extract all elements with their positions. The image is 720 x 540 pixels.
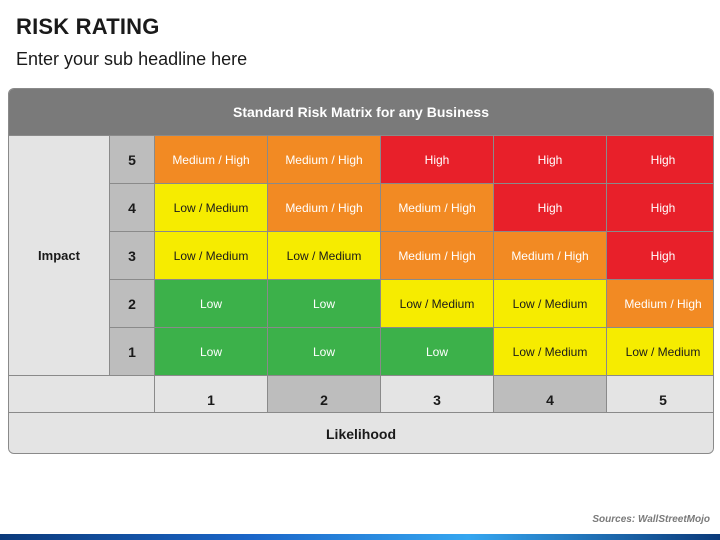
footer-accent-bar — [0, 534, 720, 540]
impact-level-2: 2 — [110, 280, 154, 327]
risk-cell: Low / Medium — [155, 184, 267, 231]
risk-cell: Low / Medium — [494, 328, 606, 375]
risk-cell: Medium / High — [268, 184, 380, 231]
risk-cell: Low / Medium — [155, 232, 267, 279]
impact-level-5: 5 — [110, 136, 154, 183]
risk-cell: Medium / High — [381, 184, 493, 231]
risk-cell: High — [607, 184, 713, 231]
risk-cell: High — [607, 232, 713, 279]
risk-cell: Low / Medium — [268, 232, 380, 279]
matrix-title: Standard Risk Matrix for any Business — [9, 89, 713, 135]
risk-cell: Low / Medium — [607, 328, 713, 375]
risk-cell: Medium / High — [155, 136, 267, 183]
risk-cell: High — [607, 136, 713, 183]
risk-matrix: Standard Risk Matrix for any Business Im… — [8, 88, 714, 454]
risk-cell: High — [494, 136, 606, 183]
risk-cell: Medium / High — [268, 136, 380, 183]
page-subtitle: Enter your sub headline here — [16, 49, 248, 69]
risk-cell: Low / Medium — [494, 280, 606, 327]
matrix-grid: Impact 5 Medium / High Medium / High Hig… — [9, 135, 713, 423]
risk-cell: Medium / High — [494, 232, 606, 279]
risk-cell: Low — [155, 328, 267, 375]
risk-cell: Low / Medium — [381, 280, 493, 327]
risk-cell: High — [494, 184, 606, 231]
risk-cell: Low — [268, 280, 380, 327]
impact-level-3: 3 — [110, 232, 154, 279]
risk-cell: Medium / High — [607, 280, 713, 327]
impact-level-1: 1 — [110, 328, 154, 375]
risk-cell: Low — [268, 328, 380, 375]
impact-axis-label: Impact — [9, 136, 109, 375]
risk-cell: Low — [381, 328, 493, 375]
page-title: RISK RATING — [16, 14, 160, 39]
source-note: Sources: WallStreetMojo — [592, 514, 710, 525]
risk-cell: Medium / High — [381, 232, 493, 279]
impact-level-4: 4 — [110, 184, 154, 231]
likelihood-axis-label: Likelihood — [9, 412, 713, 453]
risk-cell: High — [381, 136, 493, 183]
risk-cell: Low — [155, 280, 267, 327]
